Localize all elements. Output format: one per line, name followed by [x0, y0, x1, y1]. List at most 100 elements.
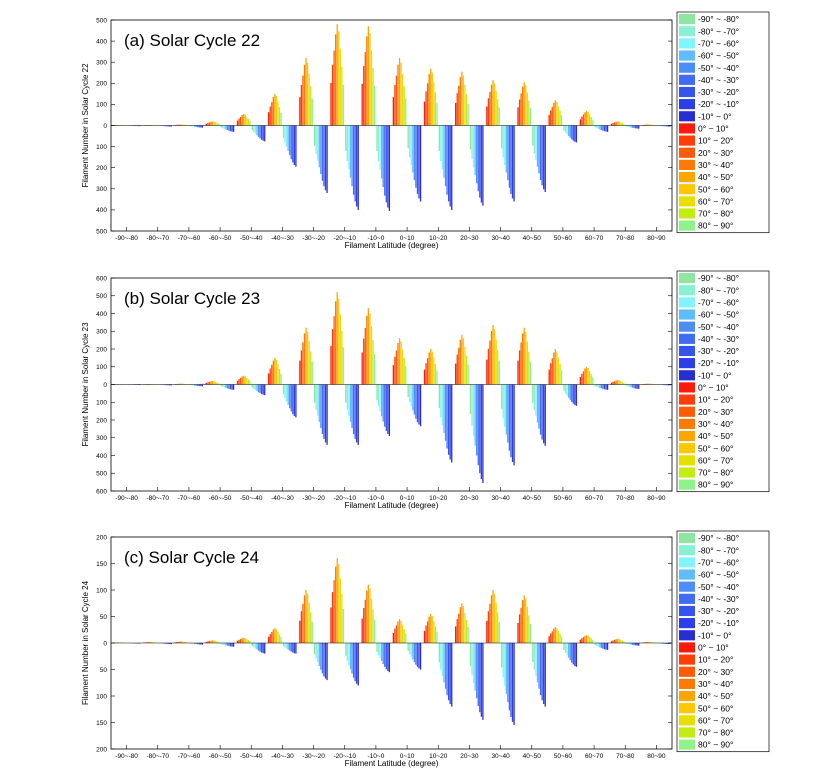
bar-south--70~-60-6 — [197, 643, 199, 645]
bar-north--60~-50-2 — [207, 122, 209, 126]
legend-entry: 70° ~ 80° — [698, 728, 733, 738]
bar-north-70~80-7 — [620, 122, 622, 126]
legend-swatch — [679, 394, 695, 405]
bar-south--60~-50-9 — [232, 643, 235, 647]
bar-north--10~0-7 — [370, 50, 373, 126]
y-tick-label: 150 — [96, 720, 107, 727]
bar-south-30~40-1 — [501, 125, 503, 149]
bar-north--30~-20-8 — [310, 351, 312, 385]
bar-south-60~70-3 — [597, 125, 599, 129]
legend-swatch — [679, 74, 695, 85]
bar-north--60~-50-8 — [216, 641, 218, 643]
bar-north--50~-40-9 — [249, 120, 251, 126]
bar-north-50~60-6 — [556, 628, 558, 643]
bar-north-40~50-7 — [526, 92, 528, 126]
bar-south--20~-10-3 — [348, 384, 350, 416]
legend-entry: 30° ~ 40° — [698, 160, 733, 170]
x-tick-label: -70~-60 — [178, 495, 201, 502]
x-tick-label: 60~70 — [585, 753, 604, 760]
legend-swatch — [679, 382, 695, 393]
bar-south-60~70-4 — [599, 384, 601, 388]
bar-south-50~60-3 — [566, 125, 568, 135]
bar-north--30~-20-7 — [308, 74, 310, 126]
bar-south--30~-20-2 — [315, 125, 317, 154]
bar-north-20~30-4 — [459, 77, 461, 126]
y-tick-label: 500 — [96, 471, 107, 478]
bar-south-10~20-3 — [441, 384, 444, 426]
bar-north-50~60-9 — [560, 370, 563, 385]
legend-swatch — [679, 406, 695, 417]
bar-north--60~-50-1 — [205, 123, 207, 126]
legend: -90° ~ -80° -80° ~ -70° -70° ~ -60° -60° ~ … — [676, 530, 770, 753]
bar-south--30~-20-8 — [324, 125, 327, 191]
bar-north-30~40-7 — [495, 339, 497, 385]
y-tick-label: 300 — [96, 329, 107, 336]
bar-south-50~60-8 — [574, 384, 576, 405]
bar-south-0~10-1 — [407, 643, 409, 651]
legend-entry: 60° ~ 70° — [698, 455, 733, 465]
bar-north-50~60-2 — [550, 363, 552, 385]
x-tick-label: -20~-10 — [333, 495, 356, 502]
bar-south-30~40-4 — [505, 384, 507, 435]
x-tick-label: -60~-50 — [209, 495, 232, 502]
legend-swatch — [679, 430, 695, 442]
bar-south--60~-50-7 — [229, 643, 232, 647]
bar-south-60~70-1 — [594, 125, 596, 128]
bar-south-40~50-7 — [541, 643, 543, 701]
bar-south--10~0-5 — [382, 125, 384, 188]
legend-swatch — [679, 50, 695, 61]
bar-south--30~-20-3 — [317, 384, 319, 416]
bar-south-50~60-2 — [564, 384, 567, 394]
x-tick-label: -90~-80 — [115, 753, 138, 760]
bar-south--70~-60-6 — [197, 125, 199, 128]
bar-south--80~-70-4 — [162, 125, 165, 127]
bar-north-20~30-1 — [455, 626, 457, 643]
bar-north--70~-60-4 — [179, 641, 181, 643]
bar-north-40~50-4 — [522, 86, 524, 126]
bar-south-0~10-1 — [407, 384, 409, 398]
legend-entry: -60° ~ -50° — [698, 570, 739, 580]
bar-north-20~30-3 — [458, 347, 460, 385]
bar-north--20~-10-9 — [342, 609, 345, 643]
bar-north--30~-20-5 — [305, 327, 307, 385]
bar-south-40~50-3 — [535, 384, 537, 417]
legend-entry: 20° ~ 30° — [698, 667, 733, 677]
bar-south-20~30-9 — [482, 125, 484, 206]
bar-north--20~-10-4 — [335, 566, 337, 643]
bar-south-30~40-8 — [511, 125, 514, 199]
bar-south-60~70-4 — [599, 125, 601, 130]
bar-north-10~20-1 — [423, 369, 426, 385]
bar-south--20~-10-3 — [348, 643, 350, 666]
legend-entry: -70° ~ -60° — [698, 38, 739, 48]
bar-north--60~-50-3 — [208, 641, 211, 643]
bar-south-50~60-9 — [575, 643, 578, 667]
bar-south-20~30-6 — [477, 643, 479, 707]
bar-south--40~-30-3 — [285, 643, 288, 649]
bar-north-60~70-8 — [590, 638, 592, 643]
bar-south--60~-50-2 — [222, 125, 224, 129]
y-tick-label: 500 — [96, 17, 107, 24]
bar-south--20~-10-9 — [357, 125, 359, 210]
bar-south--20~-10-4 — [349, 643, 352, 670]
bar-north-20~30-2 — [456, 619, 458, 643]
bar-north--50~-40-4 — [241, 638, 243, 643]
legend-swatch — [679, 703, 695, 714]
bar-south-70~80-6 — [633, 643, 635, 646]
bar-south--70~-60-2 — [190, 384, 193, 386]
x-tick-label: -70~-60 — [178, 753, 201, 760]
bar-north--40~-30-8 — [278, 369, 281, 385]
panel-title: (a) Solar Cycle 22 — [124, 31, 260, 50]
bar-south--40~-30-9 — [295, 125, 297, 167]
x-tick-label: 20~30 — [460, 753, 479, 760]
bar-north-0~10-3 — [395, 350, 398, 385]
bar-south--40~-30-1 — [282, 643, 285, 647]
bar-north-10~20-7 — [433, 82, 435, 126]
bar-north--30~-20-4 — [303, 333, 306, 385]
bar-north-30~40-9 — [498, 621, 500, 643]
bar-south-30~40-2 — [502, 384, 504, 419]
bar-south--50~-40-4 — [256, 125, 258, 136]
bar-south--30~-20-5 — [320, 643, 322, 670]
bar-north-60~70-5 — [585, 110, 588, 126]
bar-south-30~40-6 — [508, 643, 511, 711]
